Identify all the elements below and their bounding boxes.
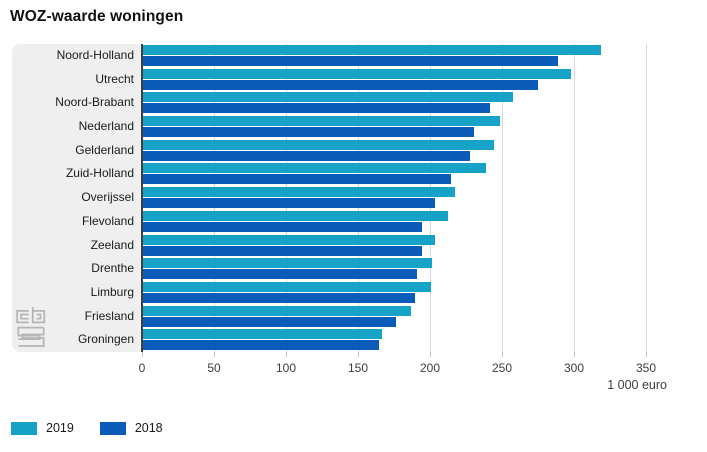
legend-item-2019: 2019 [11,421,74,435]
legend-label-2018: 2018 [134,421,163,435]
gridline-300 [574,44,575,352]
category-panel [12,44,142,352]
gridline-250 [502,44,503,352]
legend-item-2018: 2018 [99,421,163,435]
cbs-logo-icon [16,307,46,347]
x-tick-0 [142,352,143,357]
bar-2018-flevoland[interactable] [143,222,422,232]
legend-swatch-2019 [11,421,37,435]
bar-2019-gelderland[interactable] [143,140,494,150]
x-tick-label-300: 300 [563,361,585,375]
x-tick-50 [214,352,215,357]
bar-2018-nederland[interactable] [143,127,474,137]
category-label-noord-holland: Noord-Holland [56,48,134,62]
bar-2018-zuid-holland[interactable] [143,174,451,184]
bar-2018-friesland[interactable] [143,317,396,327]
x-tick-350 [646,352,647,357]
bar-2018-overijssel[interactable] [143,198,435,208]
category-label-friesland: Friesland [84,308,134,323]
bar-2019-friesland[interactable] [143,306,411,316]
x-tick-label-200: 200 [419,361,441,375]
bar-2019-groningen[interactable] [143,329,382,339]
bar-2019-utrecht[interactable] [143,69,571,79]
bar-2018-zeeland[interactable] [143,246,422,256]
category-label-noord-brabant: Noord-Brabant [55,95,134,110]
bar-2018-noord-brabant[interactable] [143,103,490,113]
legend-label-2019: 2019 [46,421,74,435]
x-tick-label-0: 0 [138,361,146,375]
category-label-limburg: Limburg [90,284,134,299]
x-tick-300 [574,352,575,357]
legend: 2019 2018 [11,421,163,435]
x-tick-label-150: 150 [347,361,369,375]
x-tick-label-100: 100 [275,361,297,375]
x-tick-250 [502,352,503,357]
bar-2019-zeeland[interactable] [143,235,435,245]
bar-2019-flevoland[interactable] [143,211,448,221]
y-axis-line [141,44,143,352]
x-tick-200 [430,352,431,357]
chart-title: WOZ-waarde woningen [10,8,184,25]
category-label-flevoland: Flevoland [81,213,134,228]
bar-2018-limburg[interactable] [143,293,415,303]
x-axis-unit-label: 1 000 euro [607,378,667,392]
bar-2018-drenthe[interactable] [143,269,417,279]
bar-2019-drenthe[interactable] [143,258,432,268]
category-label-groningen: Groningen [77,332,134,347]
category-label-zeeland: Zeeland [90,237,134,252]
bar-2019-zuid-holland[interactable] [143,163,486,173]
bar-2019-nederland[interactable] [143,116,500,126]
category-label-overijssel: Overijssel [81,190,134,205]
category-label-utrecht: Utrecht [95,71,134,86]
x-tick-label-250: 250 [491,361,513,375]
x-tick-label-350: 350 [635,361,657,375]
category-label-zuid-holland: Zuid-Holland [65,166,134,181]
legend-swatch-2018 [99,421,126,435]
gridline-350 [646,44,647,352]
bar-2019-noord-brabant[interactable] [143,92,513,102]
x-tick-150 [358,352,359,357]
bar-2018-gelderland[interactable] [143,151,470,161]
x-tick-100 [286,352,287,357]
category-label-drenthe: Drenthe [91,261,134,276]
bar-2019-overijssel[interactable] [143,187,455,197]
bar-2018-groningen[interactable] [143,340,379,350]
bar-2018-utrecht[interactable] [143,80,538,90]
category-label-nederland: Nederland [78,119,134,134]
bar-2019-noord-holland[interactable] [143,45,601,55]
category-label-gelderland: Gelderland [75,142,134,157]
bar-2019-limburg[interactable] [143,282,431,292]
x-tick-label-50: 50 [207,361,221,375]
bar-2018-noord-holland[interactable] [143,56,558,66]
